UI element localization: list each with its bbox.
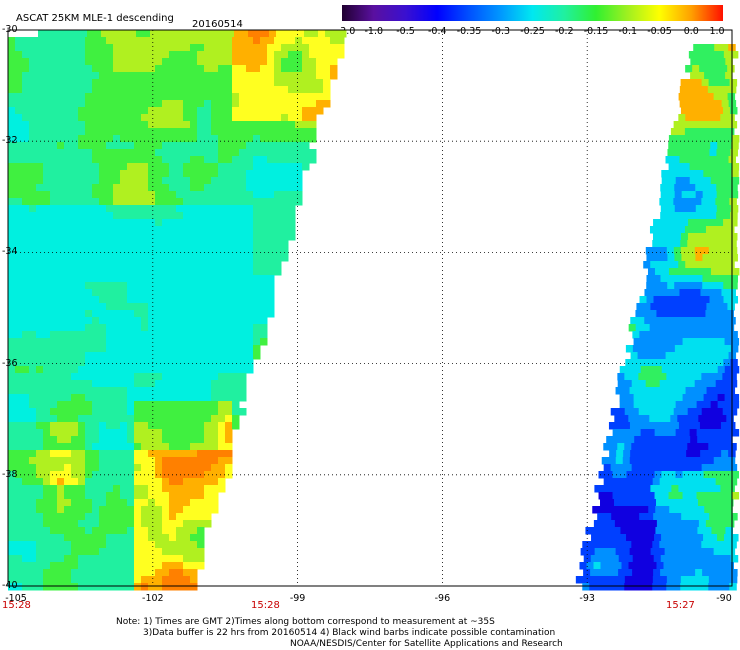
colorbar-label: -0.05 xyxy=(647,26,672,37)
map-title: ASCAT 25KM MLE-1 descending xyxy=(16,13,174,24)
lat-tick-label: -36 xyxy=(2,357,18,369)
lon-tick-label: -90 xyxy=(716,593,732,604)
colorbar-label: 0.0 xyxy=(683,26,699,37)
colorbar-label: -0.15 xyxy=(583,26,609,37)
colorbar-label: -1.0 xyxy=(364,26,384,37)
note-line-2: 3)Data buffer is 22 hrs from 20160514 4)… xyxy=(143,628,556,638)
lon-tick-label: -99 xyxy=(289,593,306,604)
colorbar-label: -0.4 xyxy=(427,26,447,37)
colorbar-label: 1.0 xyxy=(709,26,725,37)
time-label-left: 15:28 xyxy=(2,600,31,611)
lat-tick-label: -40 xyxy=(2,580,18,591)
lon-tick-label: -105 xyxy=(5,593,27,604)
lat-tick-label: -30 xyxy=(2,24,18,35)
lat-tick-label: -32 xyxy=(2,135,18,147)
colorbar-label: -0.3 xyxy=(491,26,511,37)
colorbar-label: -0.1 xyxy=(618,26,638,37)
graticule xyxy=(7,29,733,587)
swath-pixels xyxy=(8,30,740,591)
colorbar-label: -0.35 xyxy=(456,26,482,37)
time-label-right: 15:27 xyxy=(666,600,695,611)
time-label-center: 15:28 xyxy=(251,600,280,611)
map-frame xyxy=(7,29,733,587)
note-line-3: NOAA/NESDIS/Center for Satellite Applica… xyxy=(290,639,563,649)
lon-tick-label: -93 xyxy=(579,593,595,604)
lon-tick-label: -102 xyxy=(142,593,164,604)
colorbar-gradient xyxy=(342,5,723,21)
colorbar-label: -0.25 xyxy=(520,26,545,37)
lat-tick-label: -38 xyxy=(2,468,18,480)
note-line-1: Note: 1) Times are GMT 2)Times along bot… xyxy=(116,617,495,627)
lat-tick-label: -34 xyxy=(2,246,18,258)
map-date: 20160514 xyxy=(192,19,243,30)
colorbar xyxy=(342,5,723,25)
lon-tick-label: -96 xyxy=(434,593,451,604)
colorbar-label: -0.2 xyxy=(554,26,574,37)
colorbar-label: -0.5 xyxy=(396,26,415,37)
